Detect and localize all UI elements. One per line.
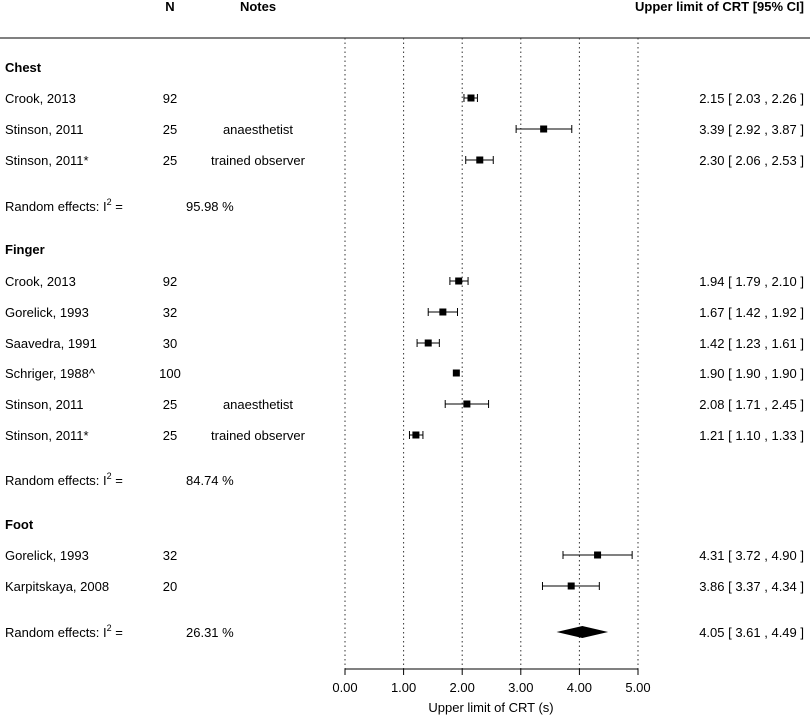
- study-notes: anaesthetist: [223, 397, 293, 412]
- x-tick-label: 0.00: [332, 680, 357, 695]
- study-name: Gorelick, 1993: [5, 305, 89, 320]
- study-name: Karpitskaya, 2008: [5, 579, 109, 594]
- study-name: Crook, 2013: [5, 91, 76, 106]
- random-effects-label: Random effects: I2 =: [5, 623, 123, 640]
- random-effects-label-text: Random effects: I: [5, 625, 107, 640]
- study-ci-text: 2.15 [ 2.03 , 2.26 ]: [699, 91, 804, 106]
- study-ci-text: 4.31 [ 3.72 , 4.90 ]: [699, 548, 804, 563]
- pooled-ci-text: 4.05 [ 3.61 , 4.49 ]: [699, 625, 804, 640]
- study-n: 32: [163, 548, 177, 563]
- study-name: Saavedra, 1991: [5, 336, 97, 351]
- study-ci-text: 1.21 [ 1.10 , 1.33 ]: [699, 428, 804, 443]
- point-estimate: [567, 582, 575, 590]
- pooled-diamond: [556, 626, 609, 638]
- study-notes: anaesthetist: [223, 122, 293, 137]
- x-axis-label: Upper limit of CRT (s): [428, 700, 553, 715]
- point-estimate: [594, 551, 602, 559]
- x-tick-label: 5.00: [625, 680, 650, 695]
- study-name: Stinson, 2011*: [5, 428, 89, 443]
- x-tick-label: 4.00: [567, 680, 592, 695]
- random-effects-equals: =: [112, 473, 123, 488]
- study-n: 20: [163, 579, 177, 594]
- study-n: 100: [159, 366, 181, 381]
- study-n: 25: [163, 428, 177, 443]
- study-ci-text: 3.39 [ 2.92 , 3.87 ]: [699, 122, 804, 137]
- random-effects-superscript: 2: [107, 471, 112, 481]
- study-n: 32: [163, 305, 177, 320]
- x-tick-label: 1.00: [391, 680, 416, 695]
- study-ci-text: 1.67 [ 1.42 , 1.92 ]: [699, 305, 804, 320]
- gridlines: [344, 38, 639, 669]
- study-name: Gorelick, 1993: [5, 548, 89, 563]
- study-notes: trained observer: [211, 153, 306, 168]
- rows: Chest Crook, 2013 92 2.15 [ 2.03 , 2.26 ] St…: [5, 60, 804, 640]
- random-effects-superscript: 2: [107, 197, 112, 207]
- random-effects-label-text: Random effects: I: [5, 473, 107, 488]
- study-name: Stinson, 2011: [5, 122, 84, 137]
- group-label-finger: Finger: [5, 242, 45, 257]
- header-notes: Notes: [240, 0, 276, 14]
- point-estimate: [452, 369, 460, 377]
- point-estimate: [412, 431, 420, 439]
- point-estimate: [424, 339, 432, 347]
- study-n: 25: [163, 122, 177, 137]
- study-n: 25: [163, 153, 177, 168]
- header-estimate: Upper limit of CRT [95% CI]: [635, 0, 804, 14]
- study-ci-text: 3.86 [ 3.37 , 4.34 ]: [699, 579, 804, 594]
- point-estimate: [476, 156, 484, 164]
- x-tick-label: 3.00: [508, 680, 533, 695]
- x-axis: 0.00 1.00 2.00 3.00 4.00 5.00: [332, 668, 651, 695]
- random-effects-superscript: 2: [107, 623, 112, 633]
- group-label-foot: Foot: [5, 517, 34, 532]
- random-effects-equals: =: [112, 199, 123, 214]
- study-ci-text: 1.90 [ 1.90 , 1.90 ]: [699, 366, 804, 381]
- random-effects-label: Random effects: I2 =: [5, 471, 123, 488]
- study-n: 92: [163, 274, 177, 289]
- random-effects-i2: 84.74 %: [186, 473, 234, 488]
- group-label-chest: Chest: [5, 60, 42, 75]
- random-effects-label: Random effects: I2 =: [5, 197, 123, 214]
- study-notes: trained observer: [211, 428, 306, 443]
- study-ci-text: 1.94 [ 1.79 , 2.10 ]: [699, 274, 804, 289]
- point-estimate: [540, 125, 548, 133]
- study-n: 25: [163, 397, 177, 412]
- study-name: Crook, 2013: [5, 274, 76, 289]
- random-effects-label-text: Random effects: I: [5, 199, 107, 214]
- study-name: Schriger, 1988^: [5, 366, 96, 381]
- point-estimate: [463, 400, 471, 408]
- point-estimate: [439, 308, 447, 316]
- study-name: Stinson, 2011*: [5, 153, 89, 168]
- study-ci-text: 2.08 [ 1.71 , 2.45 ]: [699, 397, 804, 412]
- study-n: 30: [163, 336, 177, 351]
- random-effects-i2: 26.31 %: [186, 625, 234, 640]
- random-effects-equals: =: [112, 625, 123, 640]
- x-tick-label: 2.00: [450, 680, 475, 695]
- study-ci-text: 1.42 [ 1.23 , 1.61 ]: [699, 336, 804, 351]
- point-estimate: [455, 277, 463, 285]
- random-effects-i2: 95.98 %: [186, 199, 234, 214]
- study-name: Stinson, 2011: [5, 397, 84, 412]
- study-ci-text: 2.30 [ 2.06 , 2.53 ]: [699, 153, 804, 168]
- study-n: 92: [163, 91, 177, 106]
- point-estimate: [467, 94, 475, 102]
- header-n: N: [165, 0, 174, 14]
